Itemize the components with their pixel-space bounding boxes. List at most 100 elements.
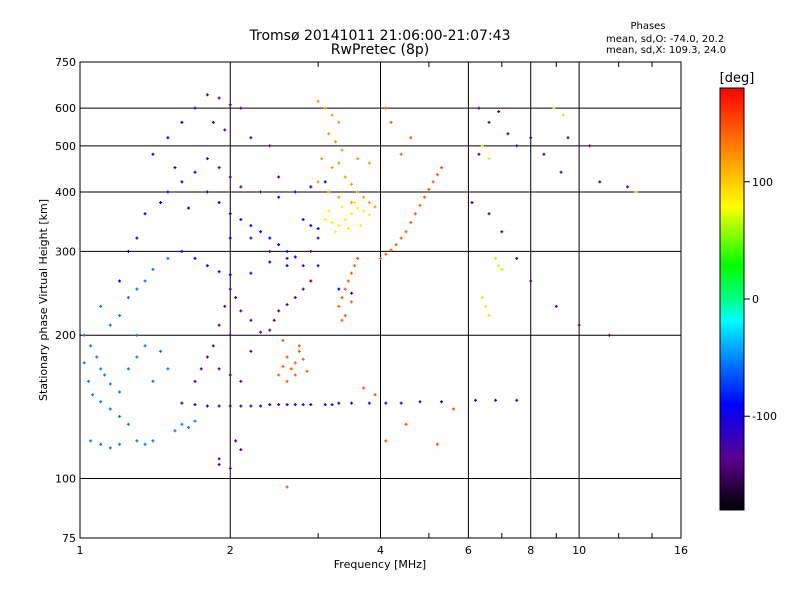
data-point	[268, 236, 272, 240]
data-point	[473, 398, 477, 402]
data-point	[440, 166, 444, 170]
data-point	[529, 136, 533, 140]
data-point	[95, 355, 99, 359]
data-point	[343, 314, 347, 318]
data-point	[542, 152, 546, 156]
data-point	[82, 361, 86, 365]
data-point	[217, 367, 221, 371]
data-point	[384, 401, 388, 405]
data-point	[577, 323, 581, 327]
data-point	[285, 403, 289, 407]
data-point	[404, 422, 408, 426]
data-point	[367, 213, 371, 217]
data-point	[228, 466, 232, 470]
data-point	[316, 99, 320, 103]
data-point	[373, 205, 377, 209]
data-point	[494, 256, 498, 260]
data-point	[500, 267, 504, 271]
colorbar-label: [deg]	[720, 71, 755, 86]
data-point	[389, 248, 393, 252]
grid-lines	[80, 62, 681, 538]
data-point	[409, 136, 413, 140]
data-point	[99, 442, 103, 446]
data-point	[350, 212, 354, 216]
plot-frame	[79, 61, 682, 539]
data-point	[118, 390, 122, 394]
data-point	[223, 304, 227, 308]
data-point	[350, 291, 354, 295]
colorbar-tick-label: -100	[752, 410, 777, 423]
data-points	[82, 93, 638, 489]
data-point	[285, 485, 289, 489]
data-point	[217, 323, 221, 327]
data-point	[480, 296, 484, 300]
data-point	[99, 400, 103, 404]
data-point	[151, 439, 155, 443]
data-point	[151, 267, 155, 271]
data-point	[333, 230, 337, 234]
data-point	[343, 175, 347, 179]
data-point	[239, 185, 243, 189]
data-point	[427, 187, 431, 191]
data-point	[151, 152, 155, 156]
data-point	[356, 256, 360, 260]
data-point	[561, 113, 565, 117]
chart-title: Tromsø 20141011 21:06:00-21:07:43	[249, 28, 511, 44]
data-point	[228, 236, 232, 240]
data-point	[281, 338, 285, 342]
data-point	[193, 170, 197, 174]
data-point	[487, 212, 491, 216]
data-point	[193, 379, 197, 383]
data-point	[494, 398, 498, 402]
data-point	[199, 367, 203, 371]
data-point	[217, 404, 221, 408]
data-point	[559, 170, 563, 174]
data-point	[151, 379, 155, 383]
data-point	[399, 236, 403, 240]
data-point	[166, 190, 170, 194]
data-point	[305, 369, 309, 373]
data-point	[187, 206, 191, 210]
data-point	[285, 249, 289, 253]
data-point	[228, 103, 232, 107]
data-point	[297, 344, 301, 348]
data-point	[588, 144, 592, 148]
data-point	[330, 221, 334, 225]
data-point	[268, 144, 272, 148]
data-point	[143, 344, 147, 348]
data-point	[487, 120, 491, 124]
data-point	[99, 304, 103, 308]
y-tick-label: 100	[55, 473, 76, 486]
y-tick-label: 400	[55, 186, 76, 199]
data-point	[440, 400, 444, 404]
data-point	[340, 148, 344, 152]
data-point	[108, 446, 112, 450]
data-point	[239, 379, 243, 383]
data-point	[634, 190, 638, 194]
data-point	[409, 221, 413, 225]
data-point	[477, 152, 481, 156]
data-point	[404, 230, 408, 234]
data-point	[487, 157, 491, 161]
data-point	[316, 180, 320, 184]
data-point	[625, 185, 629, 189]
data-point	[118, 414, 122, 418]
data-point	[323, 218, 327, 222]
y-tick-label: 600	[55, 102, 76, 115]
data-point	[228, 333, 232, 337]
data-point	[268, 260, 272, 264]
data-point	[330, 166, 334, 170]
data-point	[309, 224, 313, 228]
colorbar	[719, 87, 745, 511]
data-point	[193, 403, 197, 407]
data-point	[353, 201, 357, 205]
data-point	[277, 195, 281, 199]
data-point	[239, 218, 243, 222]
data-point	[108, 407, 112, 411]
data-point	[249, 404, 253, 408]
data-point	[187, 425, 191, 429]
data-point	[143, 279, 147, 283]
data-point	[373, 393, 377, 397]
data-point	[173, 166, 177, 170]
y-tick-label: 750	[55, 56, 76, 69]
